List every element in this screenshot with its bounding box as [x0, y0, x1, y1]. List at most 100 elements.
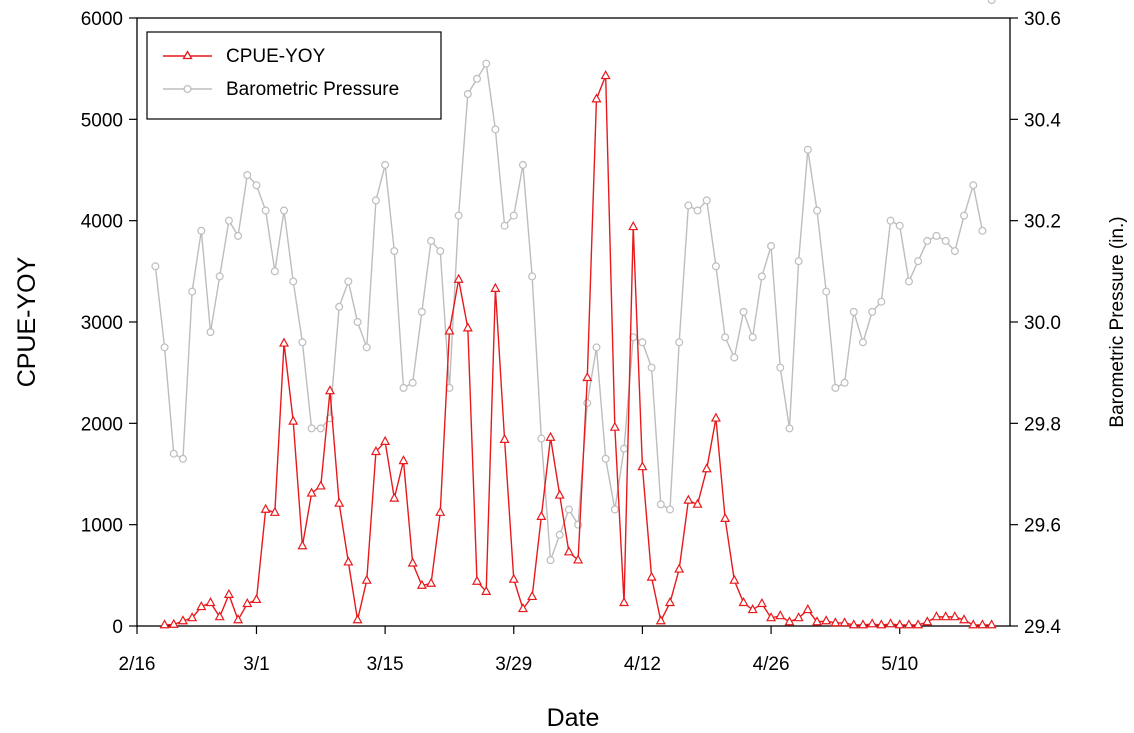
cpue-point	[720, 512, 731, 522]
cpue-point	[619, 596, 630, 607]
pressure-point	[399, 383, 408, 392]
cpue-point	[729, 574, 740, 584]
pressure-point	[390, 247, 399, 256]
pressure-point	[335, 302, 344, 311]
y2-tick-label: 30.6	[1024, 9, 1061, 30]
pressure-point	[638, 338, 647, 347]
pressure-point	[748, 333, 757, 342]
cpue-line	[164, 75, 992, 626]
pressure-point	[482, 59, 491, 68]
pressure-point	[868, 307, 877, 316]
pressure-point	[215, 272, 224, 281]
pressure-point	[858, 338, 867, 347]
cpue-point	[738, 596, 749, 607]
cpue-point	[674, 563, 685, 573]
pressure-point	[904, 277, 913, 286]
pressure-point	[601, 454, 610, 463]
cpue-point	[609, 421, 620, 431]
legend-label-cpue: CPUE-YOY	[226, 46, 326, 67]
pressure-point	[509, 211, 518, 220]
pressure-point	[234, 231, 243, 240]
x-axis-title: Date	[547, 704, 600, 732]
pressure-point	[206, 328, 215, 337]
cpue-point	[223, 588, 234, 598]
cpue-point	[600, 70, 611, 80]
y-tick-label: 6000	[81, 9, 123, 30]
cpue-point	[968, 619, 979, 629]
pressure-point	[243, 171, 252, 180]
cpue-point	[279, 337, 290, 347]
cpue-point	[398, 455, 409, 465]
cpue-point	[848, 619, 859, 629]
cpue-point	[646, 571, 657, 581]
y2-tick-label: 29.8	[1024, 414, 1061, 435]
pressure-point	[151, 262, 160, 271]
cpue-point	[922, 616, 933, 626]
cpue-point	[894, 619, 905, 629]
pressure-point	[886, 216, 895, 225]
pressure-point	[408, 378, 417, 387]
legend-marker-pressure	[183, 84, 192, 94]
pressure-point	[932, 231, 941, 240]
y2-tick-label: 30.4	[1024, 110, 1061, 131]
cpue-point	[527, 590, 538, 601]
pressure-point	[518, 160, 527, 169]
pressure-point	[620, 444, 629, 453]
pressure-point	[785, 424, 794, 433]
x-tick-label: 3/29	[495, 654, 532, 675]
cpue-point	[517, 603, 528, 613]
pressure-series	[151, 0, 996, 565]
pressure-point	[500, 221, 509, 230]
y-tick-label: 1000	[81, 516, 123, 537]
pressure-point	[252, 181, 261, 190]
cpue-point	[977, 619, 988, 629]
pressure-point	[684, 201, 693, 210]
cpue-point	[361, 574, 372, 584]
pressure-line	[154, 61, 984, 561]
pressure-point	[730, 353, 739, 362]
pressure-point	[197, 226, 206, 235]
y2-tick-label: 29.4	[1024, 617, 1061, 638]
cpue-point	[573, 554, 584, 564]
cpue-point	[683, 494, 694, 504]
y-tick-label: 4000	[81, 212, 123, 233]
cpue-point	[416, 579, 427, 589]
y-tick-label: 5000	[81, 110, 123, 131]
cpue-point	[435, 506, 446, 516]
cpue-point	[196, 600, 207, 611]
y2-tick-label: 30.2	[1024, 212, 1061, 233]
cpue-point	[931, 611, 942, 621]
cpue-point	[784, 616, 795, 626]
cpue-point	[637, 461, 648, 471]
cpue-point	[444, 325, 455, 335]
cpue-point	[490, 282, 501, 292]
pressure-point	[794, 257, 803, 266]
cpue-point	[885, 618, 896, 628]
cpue-point	[913, 619, 924, 629]
cpue-point	[453, 273, 464, 283]
cpue-point	[389, 492, 400, 502]
pressure-point	[757, 272, 766, 281]
pressure-point	[353, 318, 362, 327]
pressure-point	[923, 236, 932, 245]
cpue-point	[168, 618, 179, 628]
cpue-point	[821, 615, 832, 625]
pressure-point	[371, 196, 380, 205]
x-tick-label: 4/26	[753, 654, 790, 675]
pressure-point	[344, 277, 353, 286]
x-axis: 2/16 3/1 3/15 3/29 4/12 4/26 5/10	[119, 626, 918, 675]
cpue-point	[352, 614, 363, 624]
cpue-point	[655, 615, 666, 625]
cpue-point	[582, 371, 593, 382]
y2-axis-title: Barometric Pressure (in.)	[1107, 216, 1128, 427]
cpue-point	[775, 610, 786, 620]
cpue-point	[876, 619, 887, 629]
y-tick-label: 0	[112, 617, 123, 638]
cpue-point	[536, 510, 547, 520]
pressure-point	[160, 343, 169, 352]
cpue-point	[664, 596, 676, 607]
pressure-point	[178, 454, 187, 463]
cpue-point	[986, 619, 997, 629]
cpue-point	[334, 497, 345, 507]
x-tick-label: 3/1	[243, 654, 269, 675]
